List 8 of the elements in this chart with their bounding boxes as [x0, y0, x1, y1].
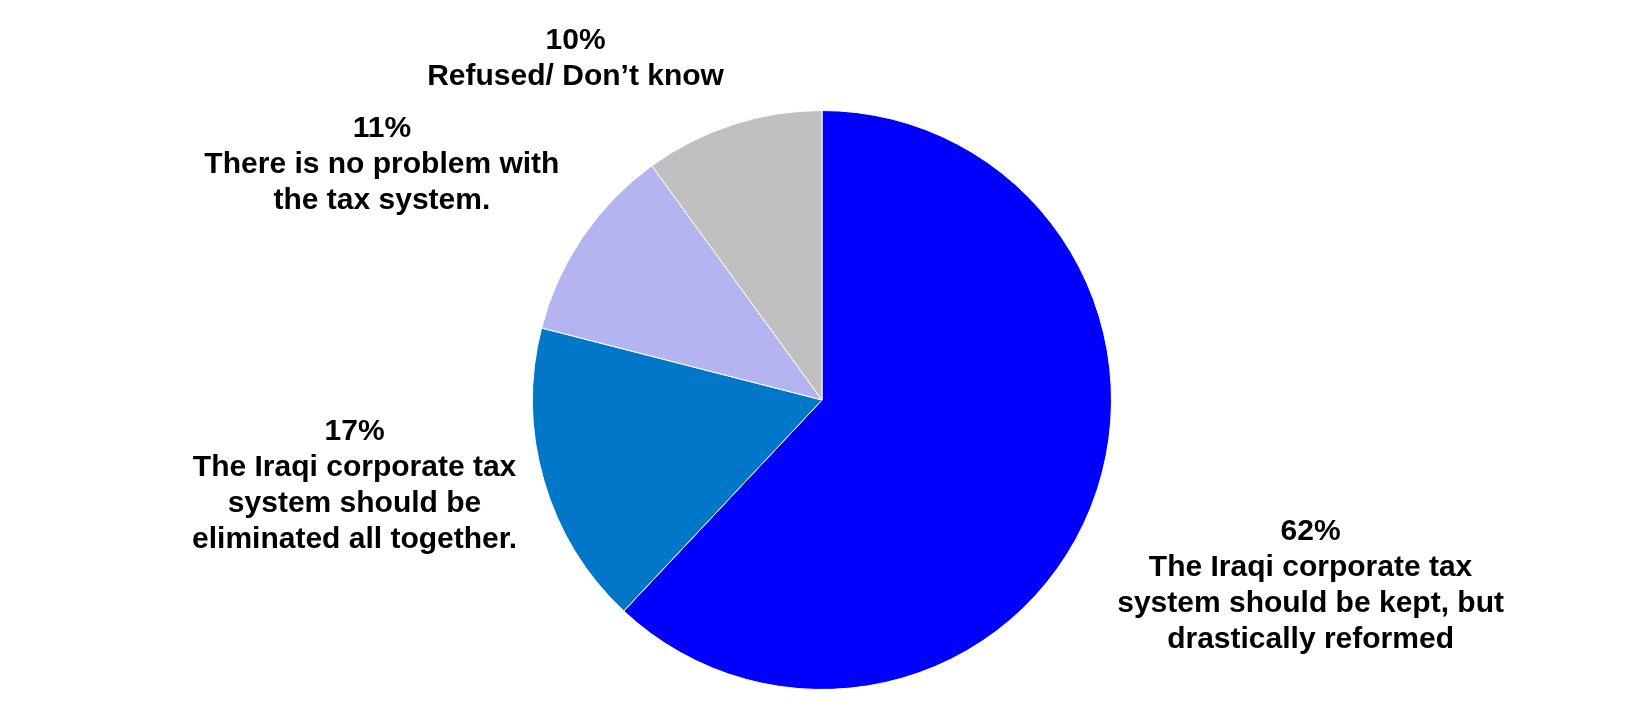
slice-label: The Iraqi corporate tax system should be eliminated all together.: [192, 448, 518, 554]
data-label: 10%: [545, 22, 606, 56]
slice-label: Refused/ Don’t know: [427, 58, 725, 92]
data-label: 11%: [352, 109, 412, 143]
slice-label: The Iraqi corporate tax system should be kept, but drastically reformed: [1117, 549, 1504, 655]
data-label: 17%: [324, 412, 385, 446]
slice-label: There is no problem with the tax system.: [204, 145, 560, 215]
data-label: 62%: [1280, 513, 1341, 547]
